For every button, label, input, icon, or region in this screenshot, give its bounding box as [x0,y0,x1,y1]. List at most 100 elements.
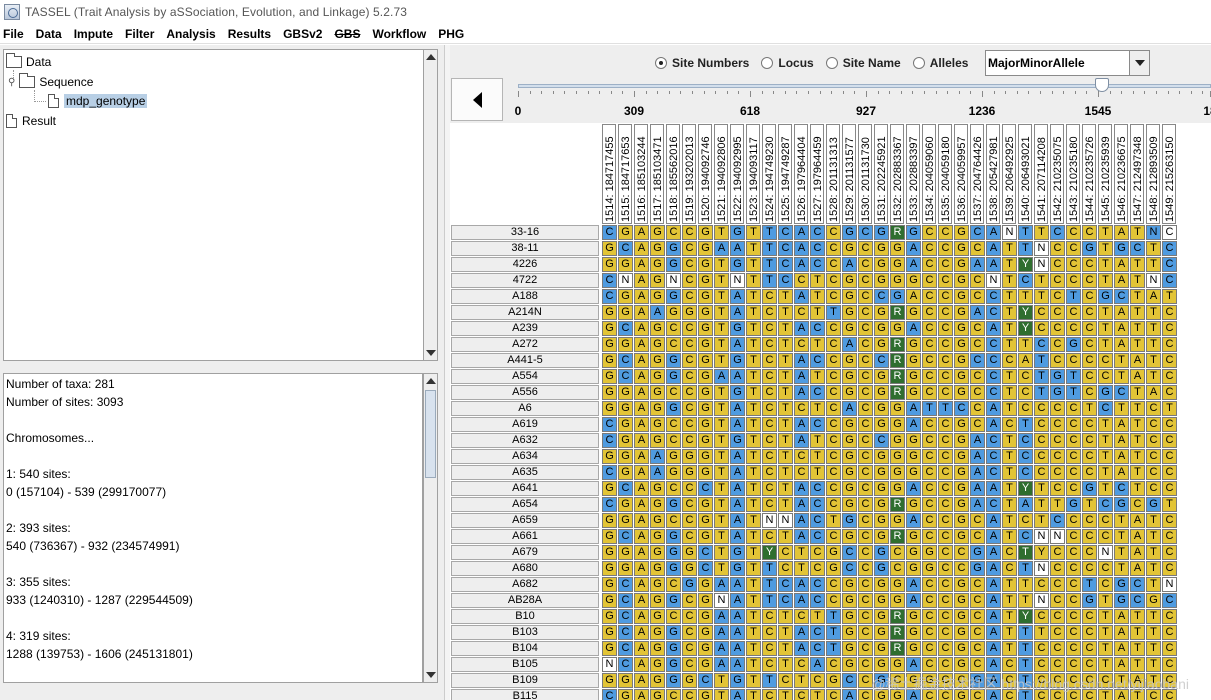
genotype-cell[interactable]: A [794,625,809,640]
genotype-cell[interactable]: G [890,689,905,700]
back-arrow-button[interactable] [451,78,503,121]
genotype-cell[interactable]: T [1002,449,1017,464]
genotype-cell[interactable]: T [746,353,761,368]
genotype-cell[interactable]: A [730,241,745,256]
taxon-name[interactable]: A680 [451,561,599,576]
genotype-cell[interactable]: G [602,241,617,256]
genotype-cell[interactable]: A [730,481,745,496]
genotype-cell[interactable]: A [810,657,825,672]
genotype-cell[interactable]: T [1002,241,1017,256]
genotype-cell[interactable]: T [1098,625,1113,640]
genotype-cell[interactable]: T [1018,657,1033,672]
genotype-cell[interactable]: G [906,625,921,640]
genotype-cell[interactable]: C [1162,353,1177,368]
genotype-cell[interactable]: Y [762,545,777,560]
genotype-cell[interactable]: G [698,321,713,336]
genotype-cell[interactable]: G [954,321,969,336]
genotype-cell[interactable]: T [746,497,761,512]
genotype-cell[interactable]: A [730,625,745,640]
genotype-cell[interactable]: C [1050,513,1065,528]
genotype-cell[interactable]: G [890,241,905,256]
genotype-cell[interactable]: G [650,497,665,512]
genotype-cell[interactable]: C [1050,225,1065,240]
genotype-cell[interactable]: C [922,369,937,384]
genotype-cell[interactable]: G [618,289,633,304]
genotype-cell[interactable]: C [1162,241,1177,256]
genotype-cell[interactable]: T [1002,577,1017,592]
genotype-cell[interactable]: C [858,529,873,544]
genotype-cell[interactable]: C [1162,433,1177,448]
genotype-cell[interactable]: A [794,369,809,384]
genotype-cell[interactable]: C [1018,273,1033,288]
genotype-cell[interactable]: G [650,561,665,576]
genotype-cell[interactable]: C [1050,657,1065,672]
genotype-cell[interactable]: T [1034,625,1049,640]
genotype-cell[interactable]: C [938,449,953,464]
genotype-cell[interactable]: G [602,321,617,336]
genotype-cell[interactable]: C [858,513,873,528]
genotype-cell[interactable]: A [730,657,745,672]
genotype-cell[interactable]: T [1002,337,1017,352]
genotype-cell[interactable]: G [682,673,697,688]
genotype-cell[interactable]: A [970,465,985,480]
genotype-cell[interactable]: C [618,481,633,496]
genotype-cell[interactable]: G [874,369,889,384]
genotype-cell[interactable]: T [1130,689,1145,700]
genotype-cell[interactable]: C [1066,401,1081,416]
taxon-name[interactable]: 4226 [451,257,599,272]
genotype-cell[interactable]: G [698,433,713,448]
genotype-cell[interactable]: C [938,433,953,448]
genotype-cell[interactable]: C [1162,305,1177,320]
genotype-cell[interactable]: G [842,497,857,512]
genotype-cell[interactable]: C [922,321,937,336]
taxon-name[interactable]: B109 [451,673,599,688]
genotype-cell[interactable]: C [602,289,617,304]
genotype-cell[interactable]: A [794,385,809,400]
genotype-cell[interactable]: C [826,529,841,544]
genotype-cell[interactable]: N [1162,577,1177,592]
genotype-cell[interactable]: C [778,241,793,256]
genotype-cell[interactable]: C [1050,577,1065,592]
genotype-cell[interactable]: T [778,641,793,656]
genotype-cell[interactable]: C [1002,545,1017,560]
genotype-cell[interactable]: C [762,337,777,352]
genotype-cell[interactable]: G [618,513,633,528]
genotype-cell[interactable]: G [874,561,889,576]
genotype-cell[interactable]: G [842,449,857,464]
genotype-cell[interactable]: A [1114,465,1129,480]
site-header[interactable]: 1528: 201131313 [826,124,840,224]
genotype-cell[interactable]: N [1034,561,1049,576]
genotype-cell[interactable]: Y [1034,545,1049,560]
genotype-cell[interactable]: C [938,641,953,656]
genotype-cell[interactable]: C [1146,433,1161,448]
chevron-down-icon[interactable] [1129,51,1149,75]
genotype-cell[interactable]: G [602,641,617,656]
genotype-cell[interactable]: C [922,353,937,368]
genotype-cell[interactable]: G [922,545,937,560]
genotype-cell[interactable]: T [778,321,793,336]
genotype-cell[interactable]: C [938,241,953,256]
genotype-cell[interactable]: C [858,369,873,384]
genotype-cell[interactable]: T [762,241,777,256]
genotype-cell[interactable]: G [874,625,889,640]
genotype-cell[interactable]: A [1130,673,1145,688]
genotype-cell[interactable]: G [842,433,857,448]
genotype-cell[interactable]: T [714,353,729,368]
genotype-cell[interactable]: C [858,241,873,256]
genotype-cell[interactable]: C [1066,257,1081,272]
genotype-cell[interactable]: T [778,625,793,640]
genotype-cell[interactable]: A [906,593,921,608]
genotype-cell[interactable]: C [1034,305,1049,320]
genotype-cell[interactable]: C [794,609,809,624]
genotype-cell[interactable]: C [842,561,857,576]
genotype-cell[interactable]: G [842,465,857,480]
genotype-cell[interactable]: T [714,337,729,352]
genotype-cell[interactable]: C [1162,689,1177,700]
genotype-cell[interactable]: T [746,689,761,700]
genotype-cell[interactable]: G [906,337,921,352]
genotype-cell[interactable]: T [746,673,761,688]
genotype-cell[interactable]: C [1050,625,1065,640]
genotype-cell[interactable]: T [1146,369,1161,384]
genotype-cell[interactable]: G [890,433,905,448]
genotype-cell[interactable]: A [714,641,729,656]
